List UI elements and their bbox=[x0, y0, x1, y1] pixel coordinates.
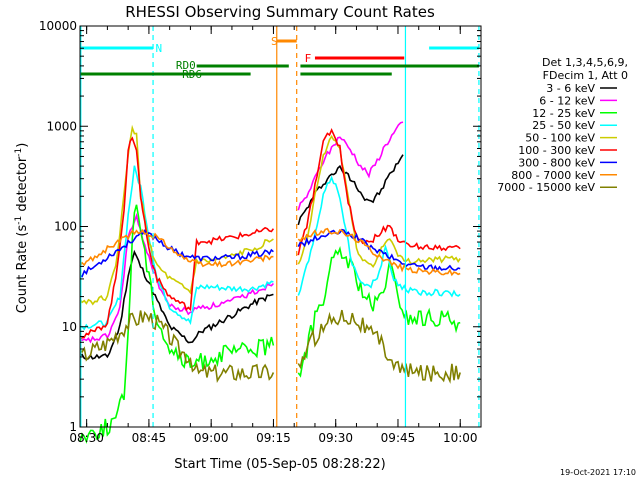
series-800-7000-kev-line bbox=[79, 228, 274, 268]
x-tick-label: 10:00 bbox=[443, 431, 478, 445]
y-tick-label: 10 bbox=[62, 320, 77, 334]
rd0-label: RD0 bbox=[176, 59, 196, 72]
x-tick-label: 09:30 bbox=[318, 431, 353, 445]
x-axis-label: Start Time (05-Sep-05 08:28:22) bbox=[174, 457, 385, 472]
y-axis-label-sup: -1 bbox=[14, 148, 24, 157]
legend-header: FDecim 1, Att 0 bbox=[543, 69, 628, 82]
y-axis-label: Count Rate (s-1 detector-1) bbox=[14, 143, 30, 314]
axes: 08:30 08:45 09:00 09:15 09:30 09:45 10:00 1 10 10… bbox=[39, 19, 482, 445]
x-tick-label: 09:15 bbox=[256, 431, 291, 445]
series-25-50-kev-line-2 bbox=[297, 175, 461, 298]
y-axis-label-sup: -1 bbox=[14, 216, 24, 225]
legend-label: 25 - 50 keV bbox=[532, 119, 595, 132]
series-12-25-kev-line-2 bbox=[297, 245, 461, 378]
legend-label: 100 - 300 keV bbox=[518, 144, 595, 157]
flare-label: F bbox=[305, 52, 312, 65]
x-tick-label: 09:45 bbox=[381, 431, 416, 445]
series-7000-15000-kev-line bbox=[79, 310, 275, 383]
legend-label: 7000 - 15000 keV bbox=[497, 181, 595, 194]
night-label: N bbox=[156, 42, 163, 55]
legend-label: 3 - 6 keV bbox=[546, 82, 595, 95]
legend: Det 1,3,4,5,6,9,FDecim 1, Att 03 - 6 keV… bbox=[497, 56, 628, 194]
y-axis-label-part: Count Rate (s bbox=[15, 225, 30, 314]
chart-title: RHESSI Observing Summary Count Rates bbox=[125, 3, 435, 21]
x-tick-label: 08:45 bbox=[132, 431, 167, 445]
legend-label: 50 - 100 keV bbox=[525, 132, 595, 145]
legend-label: 6 - 12 keV bbox=[539, 94, 595, 107]
y-tick-label: 10000 bbox=[39, 19, 77, 33]
series-800-7000-kev-line-2 bbox=[297, 227, 461, 277]
saa-label: S bbox=[271, 35, 278, 48]
series-7000-15000-kev-line-2 bbox=[297, 309, 461, 384]
rd6-label: RD6 bbox=[182, 68, 202, 81]
x-tick-label: 08:30 bbox=[69, 431, 104, 445]
series-6-12-kev-line bbox=[79, 212, 274, 344]
legend-header: Det 1,3,4,5,6,9, bbox=[542, 56, 628, 69]
y-tick-label: 1000 bbox=[46, 119, 77, 133]
legend-label: 800 - 7000 keV bbox=[511, 169, 595, 182]
y-axis-label-part: detector bbox=[15, 156, 30, 216]
x-tick-label: 09:00 bbox=[194, 431, 229, 445]
y-axis-label-part: ) bbox=[15, 143, 30, 148]
y-tick-label: 100 bbox=[54, 220, 77, 234]
legend-label: 12 - 25 keV bbox=[532, 107, 595, 120]
series-25-50-kev-line bbox=[79, 165, 274, 331]
series-100-300-kev-line bbox=[79, 136, 275, 340]
series-12-25-kev-line bbox=[79, 204, 275, 444]
series-300-800-kev-line bbox=[79, 228, 274, 278]
series-6-12-kev-line-2 bbox=[297, 121, 404, 211]
y-tick-label: 1 bbox=[69, 420, 77, 434]
timestamp: 19-Oct-2021 17:10 bbox=[560, 468, 636, 477]
series-50-100-kev-line bbox=[79, 124, 274, 306]
legend-label: 300 - 800 keV bbox=[518, 156, 595, 169]
series-100-300-kev-line-2 bbox=[297, 128, 461, 256]
series-3-6-kev-line bbox=[79, 249, 274, 361]
